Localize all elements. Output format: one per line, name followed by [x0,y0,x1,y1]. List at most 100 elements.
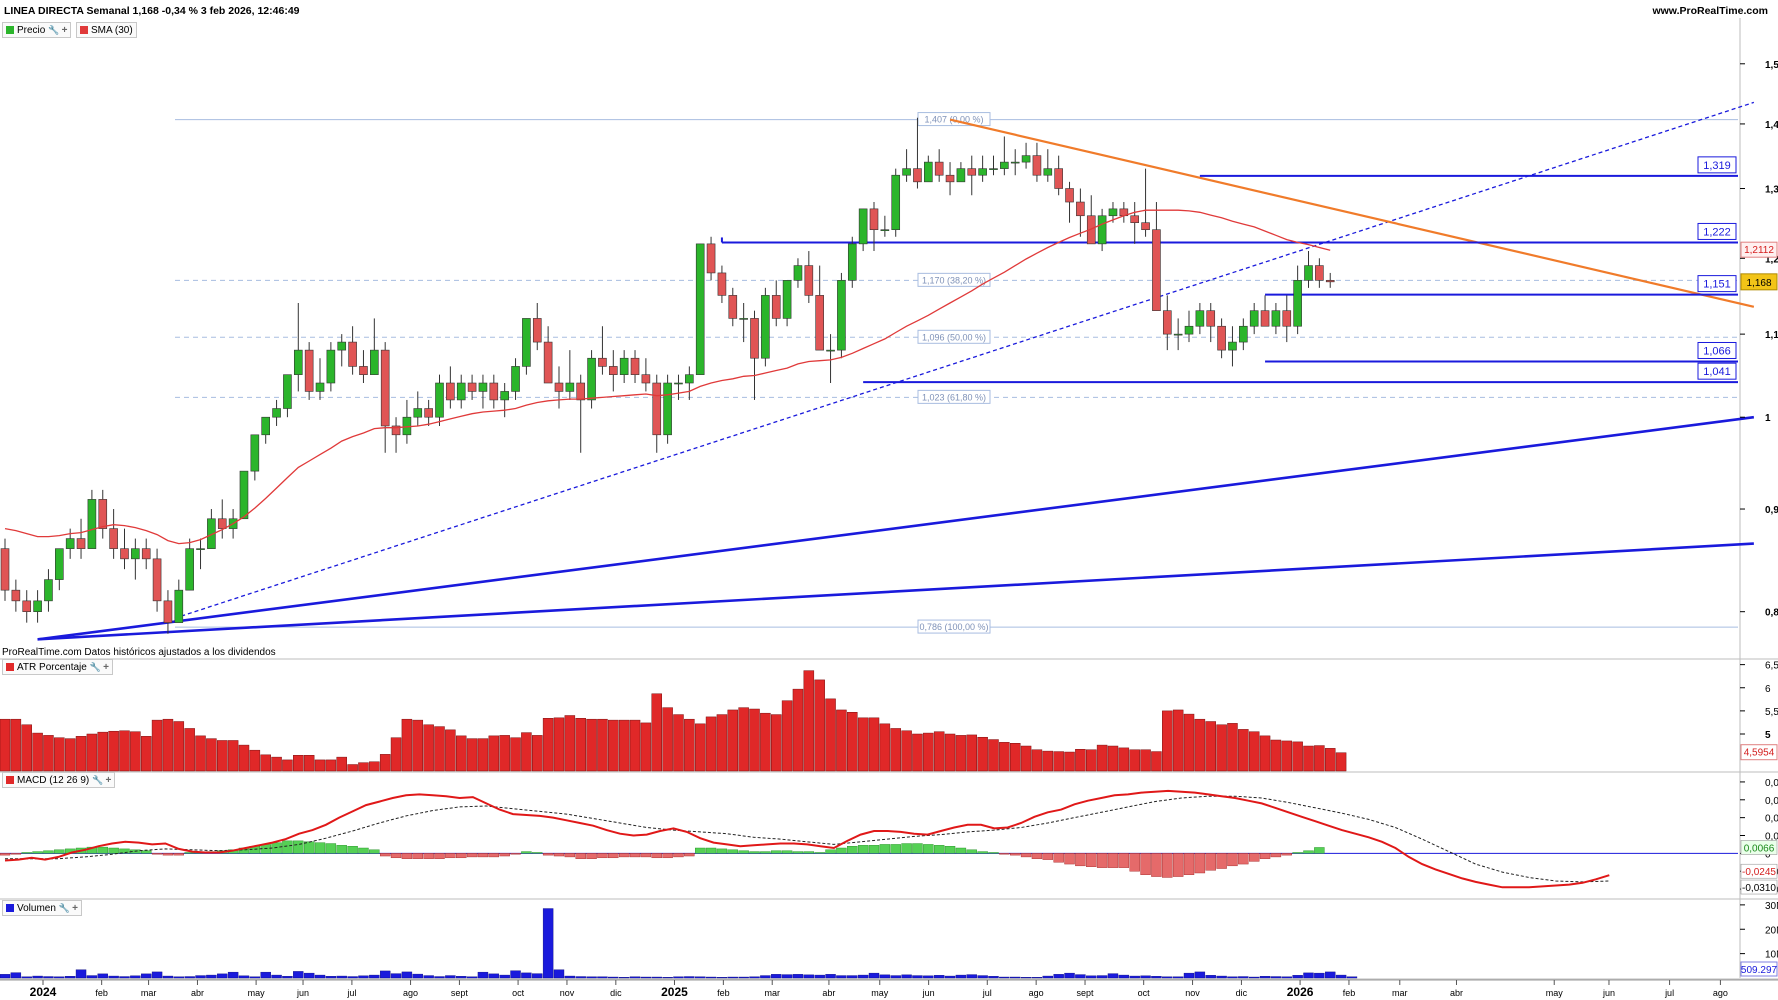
atr-bar [64,738,76,772]
volume-bar [1020,977,1032,979]
macd-tick-label: 0 [1765,849,1771,860]
volume-bar [293,971,304,979]
atr-bar [597,718,608,772]
trend-line [37,542,1754,641]
wrench-icon[interactable]: 🔧 [89,661,102,672]
atr-bar [108,730,119,772]
volume-bar [390,973,402,979]
atr-bar [1053,751,1064,772]
legend-volume[interactable]: Volumen 🔧 + [2,900,82,916]
atr-bar [1129,749,1140,772]
candle-body [1304,265,1313,281]
candle-body [782,280,792,319]
volume-bar [64,976,76,979]
wrench-icon[interactable]: 🔧 [92,774,104,785]
wrench-icon[interactable]: 🔧 [48,24,60,35]
level-label: 1,151 [1703,279,1731,291]
atr-bar [1324,748,1336,772]
candle-body [695,243,705,375]
candle-body [65,538,75,549]
add-icon[interactable]: + [105,774,112,786]
site-url[interactable]: www.ProRealTime.com [1652,5,1768,17]
candle-body [1076,201,1085,217]
atr-bar [293,755,304,772]
candle-body [608,366,618,375]
candle-body [913,168,922,183]
macd-histogram-bar [901,843,912,854]
y-tick-label: 1,4 [1765,120,1778,131]
last-price-badge [1740,273,1778,291]
volume-bar [510,970,521,979]
fib-label: 1,170 (38,20 %) [922,275,986,285]
atr-bar [999,742,1010,772]
candle-body [1195,310,1205,327]
volume-bar [662,977,673,979]
volume-bar [705,976,717,979]
level-label-box [1697,362,1737,380]
candle-body [196,548,205,550]
add-icon[interactable]: + [72,902,78,914]
macd-histogram-bar [1031,853,1043,859]
atr-bar [1042,750,1054,772]
volume-bar [944,975,956,979]
legend-atr[interactable]: ATR Porcentaje 🔧 + [2,659,113,675]
volume-bar [966,974,977,979]
macd-panel [0,789,1738,889]
macd-histogram-bar [1162,853,1173,878]
add-icon[interactable]: + [103,661,109,673]
candle-body [565,382,575,392]
macd-histogram-bar [868,845,880,854]
macd-histogram-bar [1270,853,1282,858]
macd-histogram-bar [1010,853,1021,856]
atr-bar [923,732,934,772]
add-icon[interactable]: + [61,24,68,36]
atr-bar [75,736,87,772]
atr-bar [542,718,554,772]
volume-bar [868,972,880,979]
legend-sma[interactable]: SMA (30) [76,22,137,38]
fib-label: 0,786 (100,00 %) [919,622,988,632]
level-label-box [1697,156,1737,174]
candle-body [1130,215,1139,224]
legend-macd[interactable]: MACD (12 26 9) 🔧 + [2,772,116,788]
candle-body [1065,188,1074,203]
volume-bar [1259,976,1271,979]
volume-bar [1292,975,1303,979]
time-tick-label: nov [1185,988,1200,998]
macd-histogram-bar [1216,853,1227,869]
macd-histogram-bar [1227,853,1238,867]
atr-bar [358,762,369,772]
atr-bar [966,734,978,772]
volume-bar [21,976,32,979]
atr-bar [618,719,630,772]
y-tick-label: 1,3 [1765,185,1778,196]
candle-body [793,265,803,281]
time-tick-label: mar [141,988,157,998]
volume-bar [1107,973,1119,979]
atr-bar [445,729,456,772]
candle-body [217,518,227,529]
volume-bar [1086,975,1097,979]
atr-bar [1020,745,1032,772]
candle-body [1010,161,1020,164]
volume-bar [542,908,554,979]
atr-tick-label: 6,5 [1765,661,1778,672]
volume-bar [162,975,174,979]
macd-histogram-bar [532,852,543,854]
macd-histogram-bar [271,842,282,854]
wrench-icon[interactable]: 🔧 [58,902,71,913]
macd-histogram-bar [1075,853,1086,867]
atr-bar [629,719,641,772]
candle-body [847,243,857,281]
atr-bars [0,670,1347,772]
macd-tick-label: 0,06 [1765,796,1778,807]
volume-bar [314,974,326,979]
volume-bar [532,973,543,979]
volume-bar [86,975,98,979]
last-price-label: 1,168 [1746,278,1771,289]
legend-price[interactable]: Precio 🔧 + [2,22,72,38]
volume-bar [879,974,891,979]
y-tick-label: 0,9 [1765,505,1778,516]
atr-tick-label: 6 [1765,684,1771,695]
macd-histogram-bar [477,853,489,858]
